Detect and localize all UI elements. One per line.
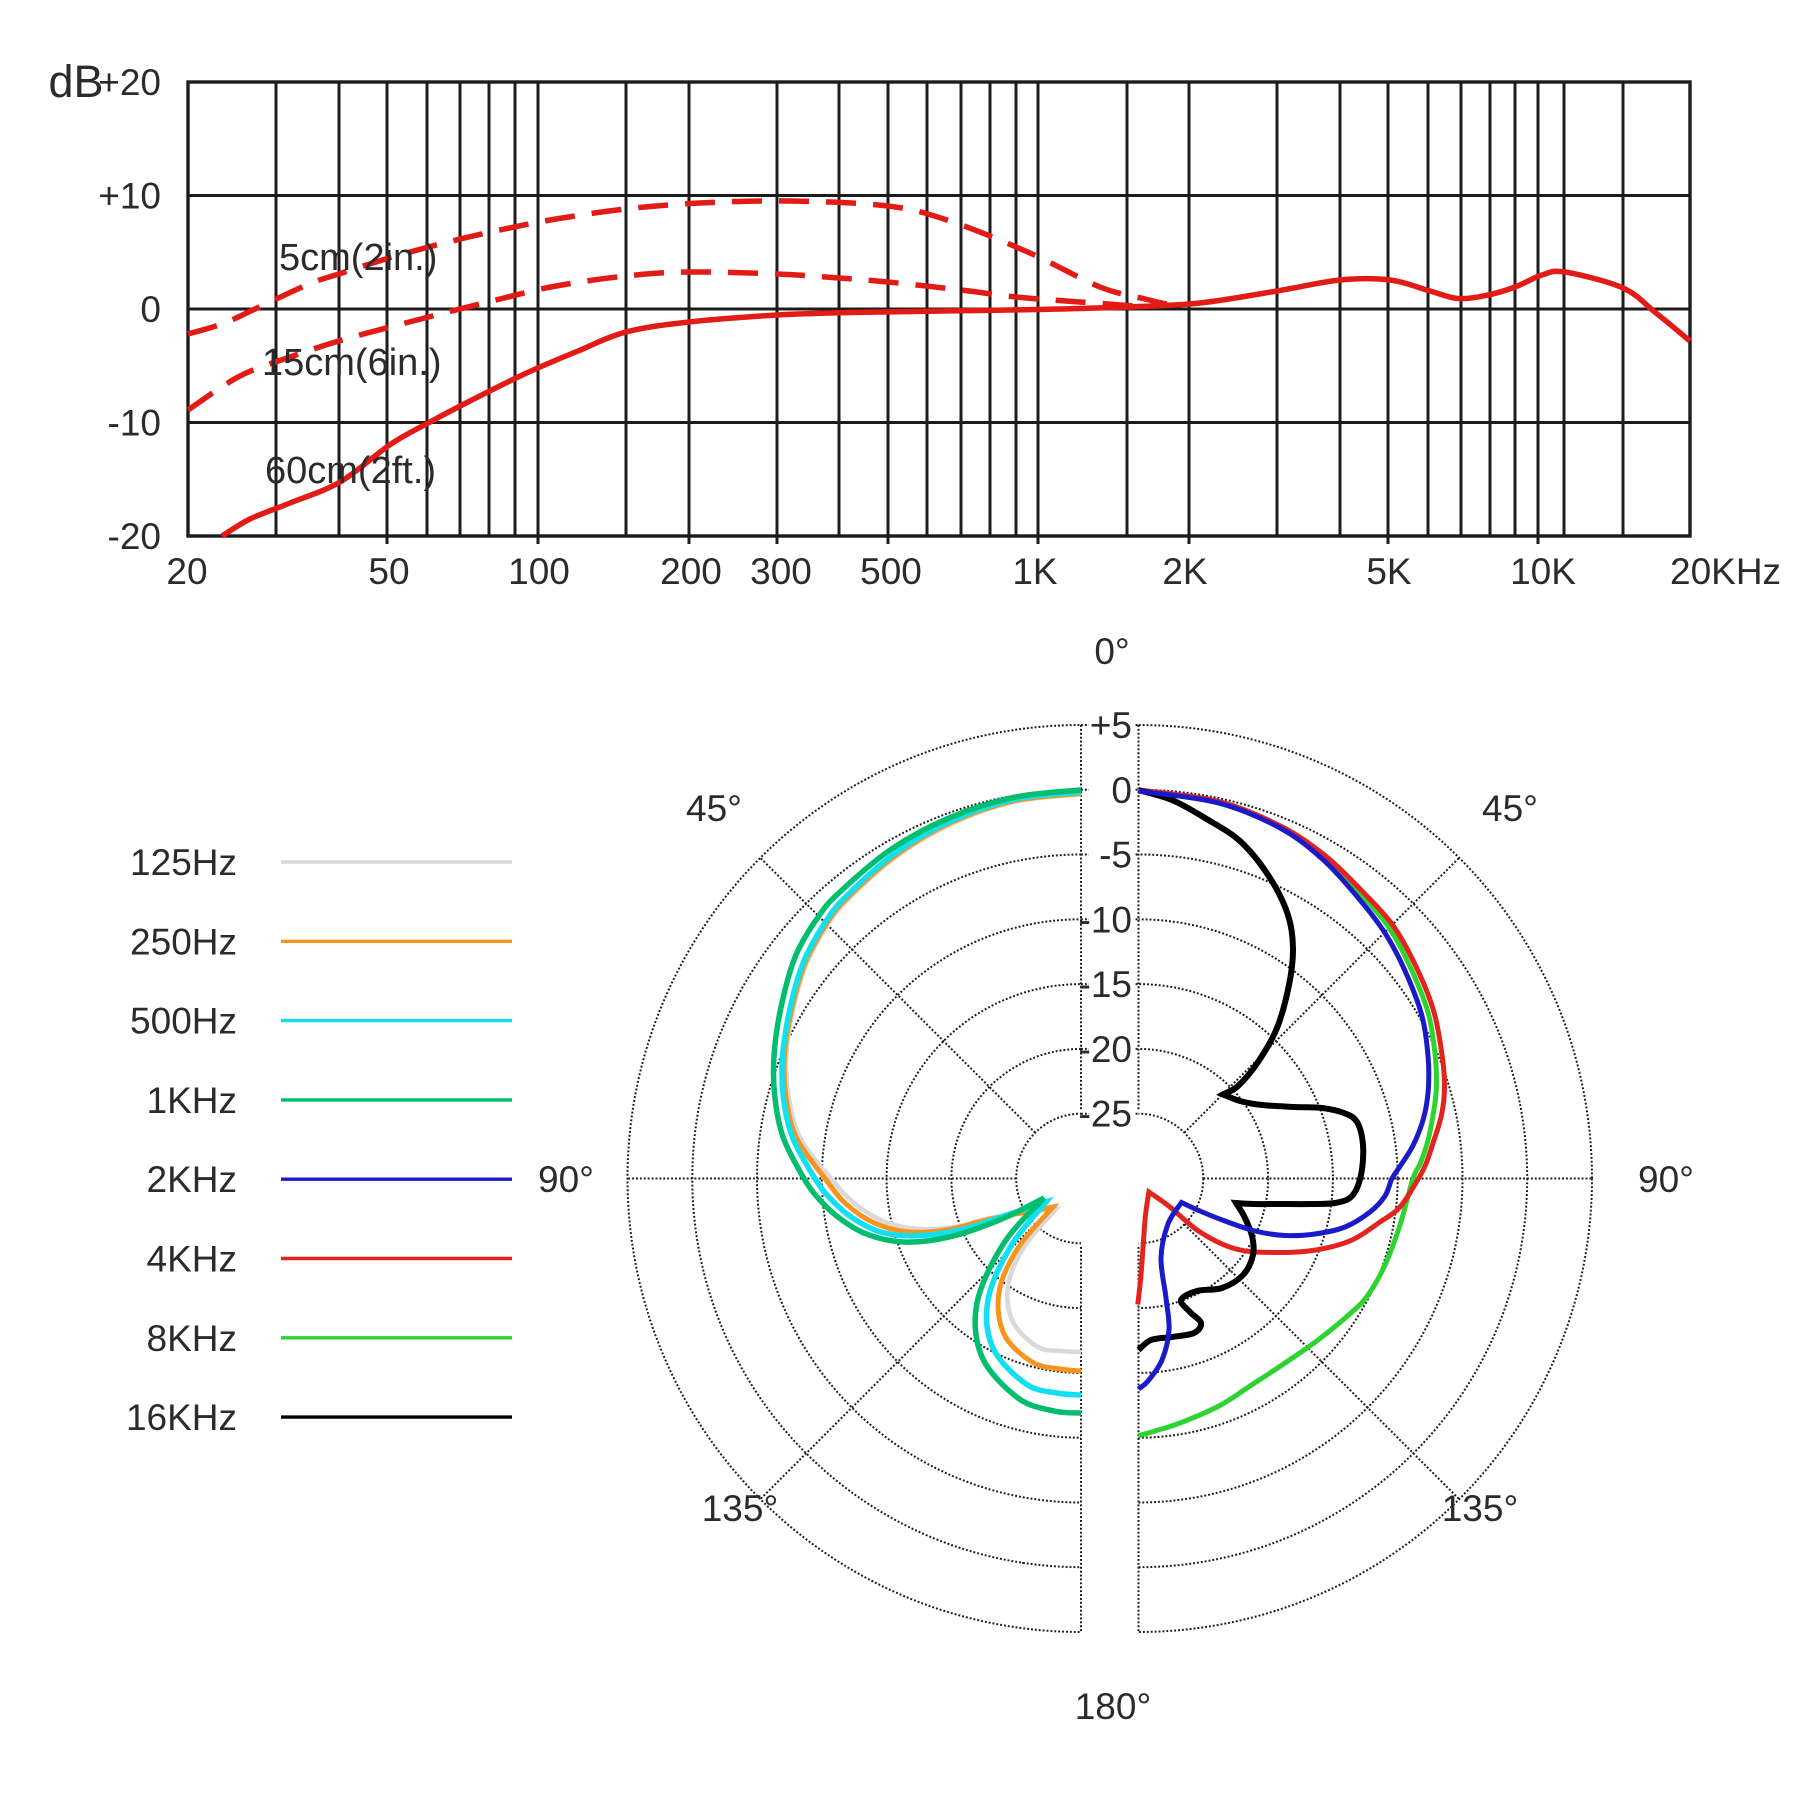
svg-text:16KHz: 16KHz xyxy=(126,1397,237,1438)
svg-text:5K: 5K xyxy=(1366,551,1412,592)
svg-text:45°: 45° xyxy=(686,788,742,829)
svg-text:+5: +5 xyxy=(1090,705,1132,746)
svg-text:20: 20 xyxy=(166,551,207,592)
svg-text:15cm(6in.): 15cm(6in.) xyxy=(262,342,442,384)
svg-text:135°: 135° xyxy=(1442,1488,1519,1529)
svg-text:4KHz: 4KHz xyxy=(147,1239,237,1280)
svg-text:1KHz: 1KHz xyxy=(147,1080,237,1121)
svg-text:0°: 0° xyxy=(1094,631,1129,672)
svg-text:180°: 180° xyxy=(1075,1686,1152,1727)
svg-text:-10: -10 xyxy=(1079,899,1132,940)
svg-text:135°: 135° xyxy=(702,1488,779,1529)
svg-text:dB: dB xyxy=(48,56,103,107)
svg-text:2KHz: 2KHz xyxy=(147,1159,237,1200)
svg-text:8KHz: 8KHz xyxy=(147,1318,237,1359)
svg-text:-10: -10 xyxy=(108,403,161,444)
svg-text:125Hz: 125Hz xyxy=(130,842,237,883)
svg-text:90°: 90° xyxy=(1638,1159,1694,1200)
svg-text:+20: +20 xyxy=(98,62,161,103)
svg-text:1K: 1K xyxy=(1012,551,1058,592)
svg-text:60cm(2ft.): 60cm(2ft.) xyxy=(265,450,436,492)
svg-text:45°: 45° xyxy=(1482,788,1538,829)
svg-text:0: 0 xyxy=(140,289,161,330)
svg-text:-5: -5 xyxy=(1099,835,1132,876)
svg-text:300: 300 xyxy=(750,551,812,592)
svg-text:-20: -20 xyxy=(108,516,161,557)
svg-text:500Hz: 500Hz xyxy=(130,1001,237,1042)
svg-text:10K: 10K xyxy=(1510,551,1576,592)
svg-text:2K: 2K xyxy=(1162,551,1208,592)
svg-text:-20: -20 xyxy=(1079,1029,1132,1070)
svg-text:20KHz: 20KHz xyxy=(1670,551,1781,592)
svg-text:500: 500 xyxy=(860,551,922,592)
svg-text:+10: +10 xyxy=(98,176,161,217)
svg-text:90°: 90° xyxy=(538,1159,594,1200)
svg-text:0: 0 xyxy=(1111,770,1132,811)
svg-text:250Hz: 250Hz xyxy=(130,921,237,962)
svg-text:-25: -25 xyxy=(1079,1094,1132,1135)
svg-text:-15: -15 xyxy=(1079,964,1132,1005)
svg-text:100: 100 xyxy=(508,551,570,592)
svg-text:50: 50 xyxy=(368,551,409,592)
svg-text:5cm(2in.): 5cm(2in.) xyxy=(279,237,437,279)
svg-text:200: 200 xyxy=(660,551,722,592)
